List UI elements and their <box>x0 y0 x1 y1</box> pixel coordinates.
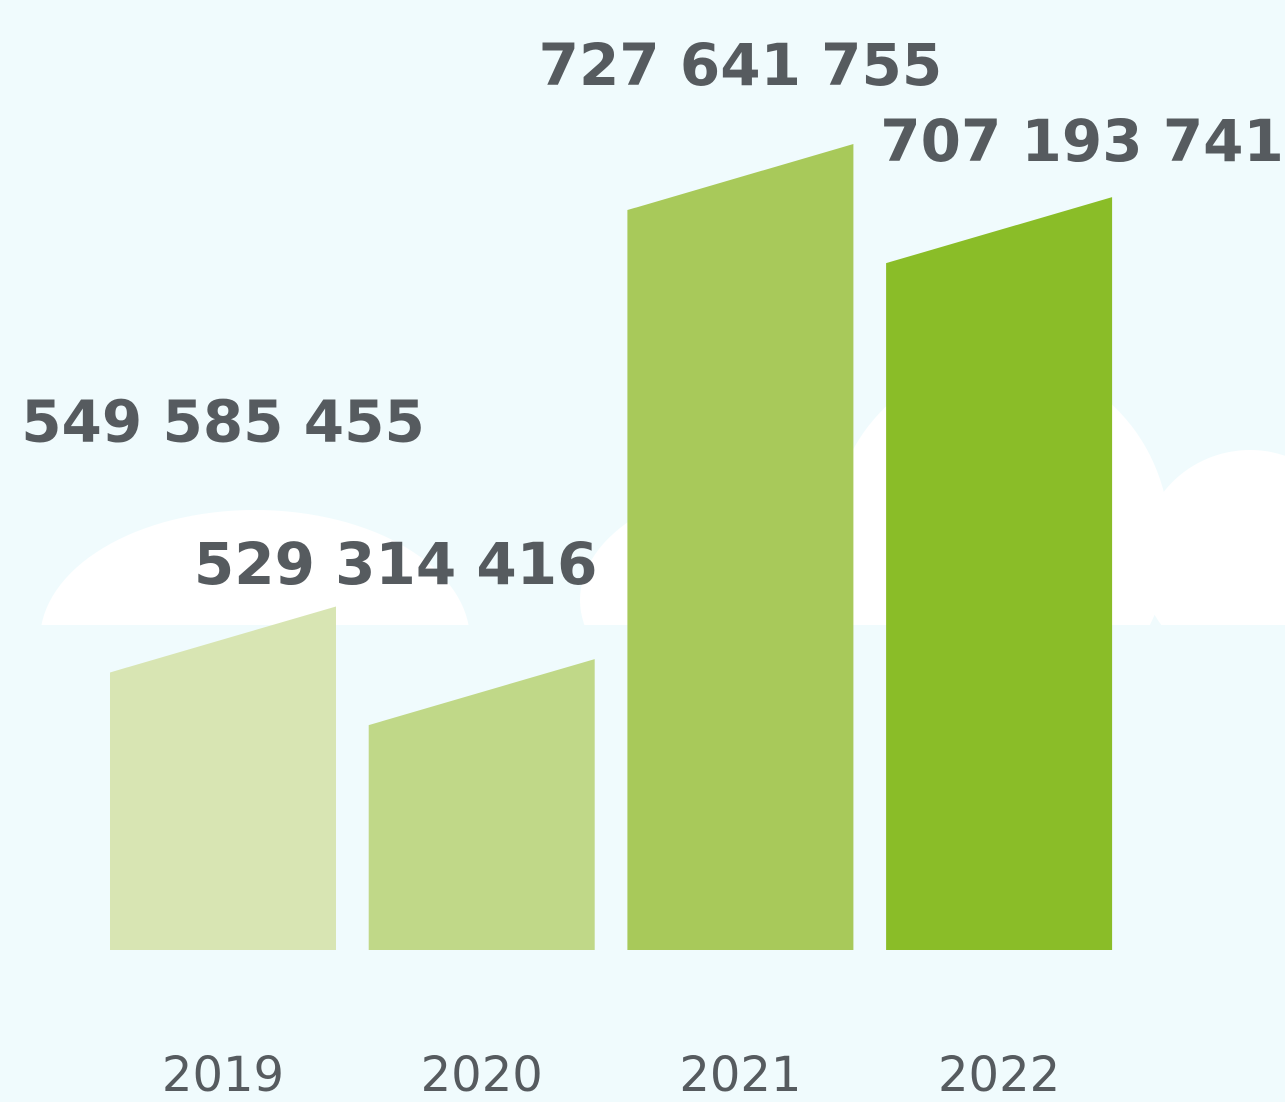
bar <box>886 197 1113 951</box>
cloud <box>1140 450 1285 670</box>
x-tick-label: 2021 <box>679 1047 801 1102</box>
x-tick-label: 2019 <box>162 1047 284 1102</box>
x-tick-label: 2020 <box>421 1047 543 1102</box>
x-tick-label: 2022 <box>938 1047 1060 1102</box>
value-label: 529 314 416 <box>194 530 598 598</box>
bar <box>110 606 336 950</box>
bar <box>627 144 854 950</box>
value-label: 707 193 741 <box>880 107 1284 175</box>
value-label: 549 585 455 <box>21 388 425 456</box>
value-label: 727 641 755 <box>539 31 943 99</box>
bar <box>368 659 595 950</box>
